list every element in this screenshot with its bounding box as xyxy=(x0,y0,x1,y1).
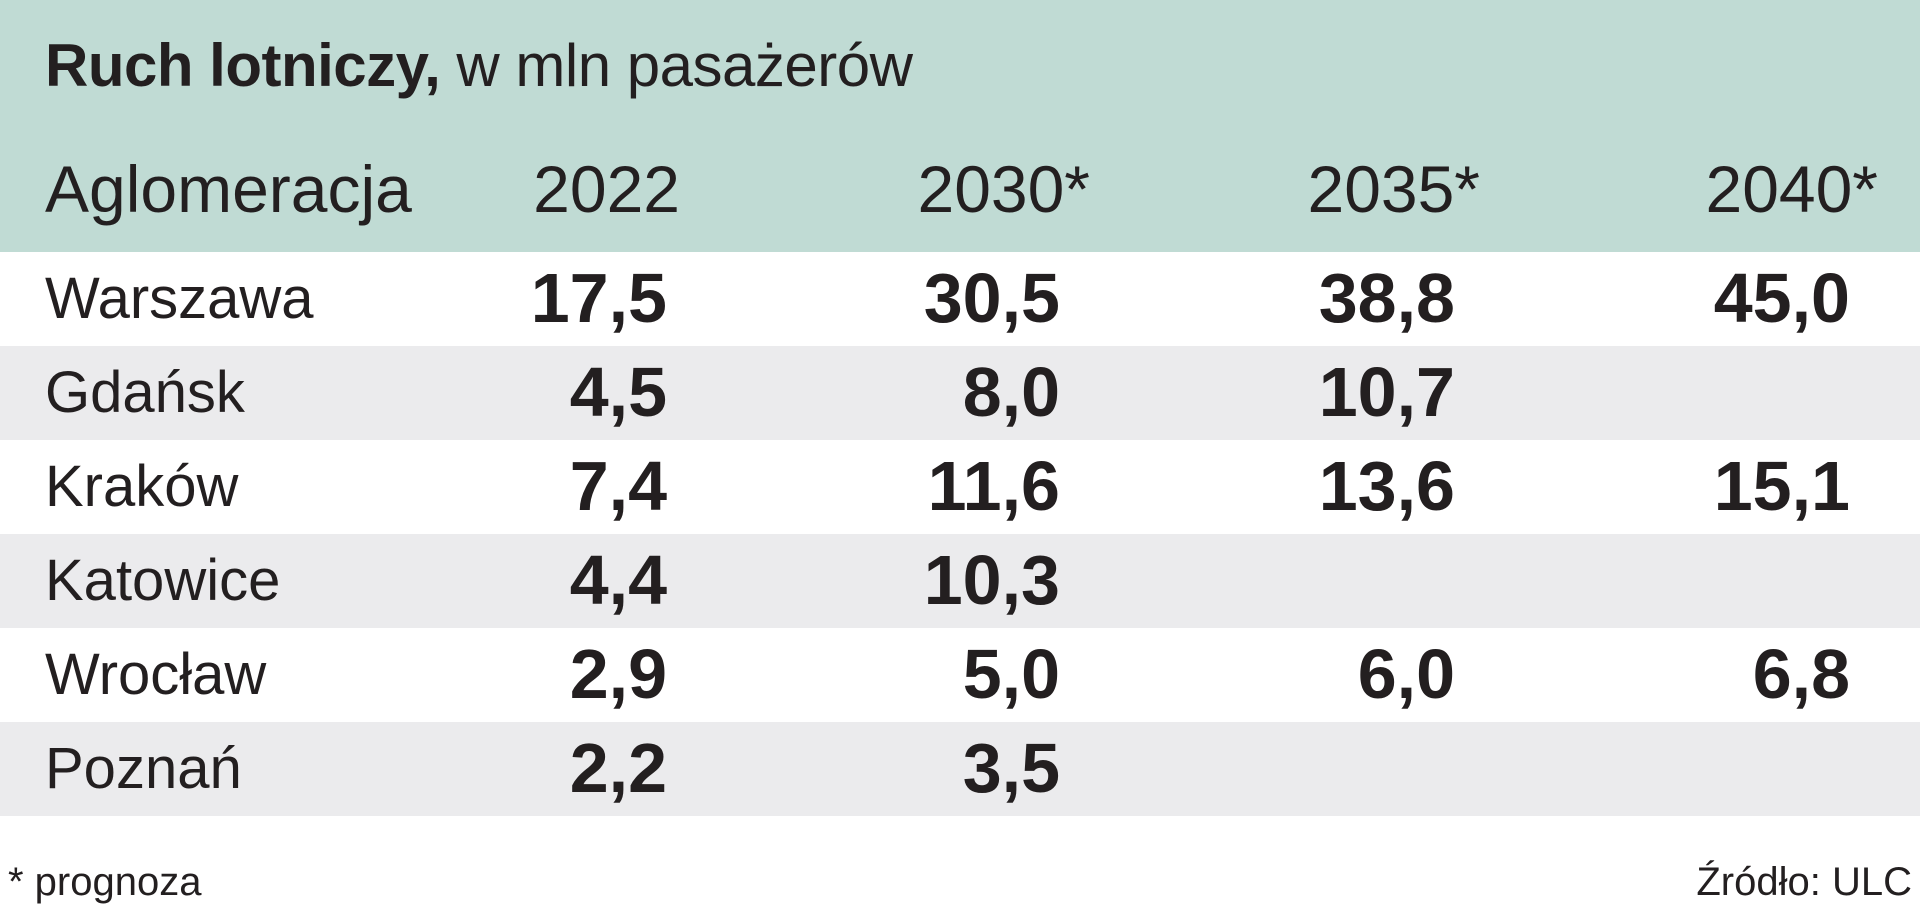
table-row: Gdańsk 4,5 8,0 10,7 xyxy=(0,346,1920,440)
cell-value: 2,9 xyxy=(569,635,667,713)
table-row: Warszawa 17,5 30,5 38,8 45,0 xyxy=(0,252,1920,346)
row-label: Gdańsk xyxy=(45,360,245,425)
cell-value: 6,8 xyxy=(1752,635,1850,713)
cell-value: 17,5 xyxy=(530,259,667,337)
table-row: Poznań 2,2 3,5 xyxy=(0,722,1920,816)
column-header-2030: 2030* xyxy=(917,152,1090,226)
row-label: Poznań xyxy=(45,736,242,801)
cell-value: 30,5 xyxy=(923,259,1060,337)
table-row: Katowice 4,4 10,3 xyxy=(0,534,1920,628)
row-label: Warszawa xyxy=(45,266,314,331)
cell-value: 11,6 xyxy=(927,447,1060,525)
row-label: Katowice xyxy=(45,548,281,613)
column-header-aglomeracja: Aglomeracja xyxy=(45,152,412,226)
row-label: Kraków xyxy=(45,454,239,519)
cell-value: 15,1 xyxy=(1713,447,1850,525)
column-header-2035: 2035* xyxy=(1307,152,1480,226)
chart-title-unit: w mln pasażerów xyxy=(440,32,913,99)
table-row: Wrocław 2,9 5,0 6,0 6,8 xyxy=(0,628,1920,722)
cell-value: 4,4 xyxy=(569,541,667,619)
cell-value: 5,0 xyxy=(962,635,1060,713)
cell-value: 2,2 xyxy=(569,729,667,807)
cell-value: 7,4 xyxy=(569,447,667,525)
chart-title: Ruch lotniczy, w mln pasażerów xyxy=(45,30,913,102)
table-header-band xyxy=(0,0,1920,252)
column-header-2022: 2022 xyxy=(533,152,680,226)
cell-value: 10,7 xyxy=(1318,353,1455,431)
column-header-2040: 2040* xyxy=(1705,152,1878,226)
row-label: Wrocław xyxy=(45,642,267,707)
cell-value: 8,0 xyxy=(962,353,1060,431)
cell-value: 38,8 xyxy=(1318,259,1455,337)
cell-value: 6,0 xyxy=(1357,635,1455,713)
source-credit: Źródło: ULC xyxy=(1696,860,1912,904)
table-row: Kraków 7,4 11,6 13,6 15,1 xyxy=(0,440,1920,534)
cell-value: 45,0 xyxy=(1713,259,1850,337)
cell-value: 3,5 xyxy=(962,729,1060,807)
cell-value: 4,5 xyxy=(569,353,667,431)
cell-value: 10,3 xyxy=(923,541,1060,619)
chart-title-bold: Ruch lotniczy, xyxy=(45,32,441,99)
footnote: * prognoza xyxy=(8,860,202,904)
cell-value: 13,6 xyxy=(1318,447,1455,525)
